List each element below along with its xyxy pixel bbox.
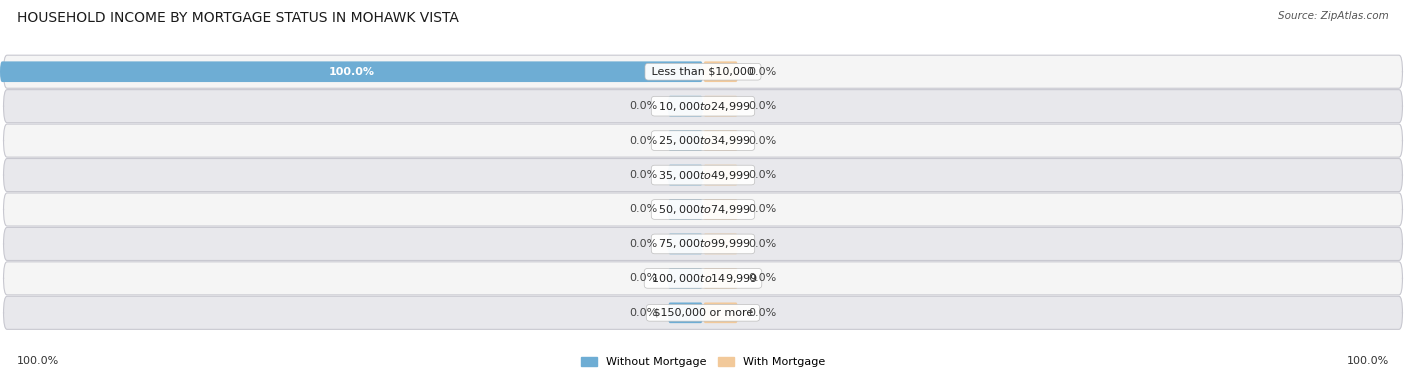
Text: 100.0%: 100.0%	[17, 356, 59, 366]
FancyBboxPatch shape	[703, 234, 738, 254]
Text: $10,000 to $24,999: $10,000 to $24,999	[655, 100, 751, 113]
FancyBboxPatch shape	[703, 268, 738, 289]
Text: $150,000 or more: $150,000 or more	[650, 308, 756, 318]
Text: 0.0%: 0.0%	[749, 308, 778, 318]
Text: 0.0%: 0.0%	[628, 136, 657, 146]
FancyBboxPatch shape	[3, 158, 1403, 192]
Text: 0.0%: 0.0%	[628, 273, 657, 284]
Text: Source: ZipAtlas.com: Source: ZipAtlas.com	[1278, 11, 1389, 21]
FancyBboxPatch shape	[3, 55, 1403, 88]
Text: 0.0%: 0.0%	[749, 67, 778, 77]
Text: 100.0%: 100.0%	[329, 67, 374, 77]
FancyBboxPatch shape	[668, 234, 703, 254]
FancyBboxPatch shape	[668, 302, 703, 323]
Text: 0.0%: 0.0%	[749, 204, 778, 215]
FancyBboxPatch shape	[3, 227, 1403, 261]
Text: Less than $10,000: Less than $10,000	[648, 67, 758, 77]
FancyBboxPatch shape	[703, 165, 738, 185]
Text: 0.0%: 0.0%	[749, 136, 778, 146]
FancyBboxPatch shape	[668, 130, 703, 151]
Text: 0.0%: 0.0%	[628, 170, 657, 180]
FancyBboxPatch shape	[668, 199, 703, 220]
Text: $35,000 to $49,999: $35,000 to $49,999	[655, 169, 751, 182]
Text: 0.0%: 0.0%	[628, 204, 657, 215]
Text: HOUSEHOLD INCOME BY MORTGAGE STATUS IN MOHAWK VISTA: HOUSEHOLD INCOME BY MORTGAGE STATUS IN M…	[17, 11, 458, 25]
FancyBboxPatch shape	[703, 199, 738, 220]
Text: 0.0%: 0.0%	[628, 308, 657, 318]
FancyBboxPatch shape	[668, 268, 703, 289]
FancyBboxPatch shape	[703, 130, 738, 151]
Text: $100,000 to $149,999: $100,000 to $149,999	[648, 272, 758, 285]
FancyBboxPatch shape	[703, 302, 738, 323]
Text: $50,000 to $74,999: $50,000 to $74,999	[655, 203, 751, 216]
Text: 0.0%: 0.0%	[749, 170, 778, 180]
Text: $75,000 to $99,999: $75,000 to $99,999	[655, 238, 751, 250]
Text: 0.0%: 0.0%	[749, 239, 778, 249]
Legend: Without Mortgage, With Mortgage: Without Mortgage, With Mortgage	[576, 352, 830, 371]
FancyBboxPatch shape	[3, 262, 1403, 295]
Text: 0.0%: 0.0%	[628, 239, 657, 249]
Text: $25,000 to $34,999: $25,000 to $34,999	[655, 134, 751, 147]
FancyBboxPatch shape	[3, 296, 1403, 329]
FancyBboxPatch shape	[3, 124, 1403, 157]
FancyBboxPatch shape	[3, 90, 1403, 123]
FancyBboxPatch shape	[668, 165, 703, 185]
Text: 0.0%: 0.0%	[749, 101, 778, 111]
FancyBboxPatch shape	[703, 96, 738, 116]
FancyBboxPatch shape	[3, 193, 1403, 226]
Text: 0.0%: 0.0%	[749, 273, 778, 284]
Text: 0.0%: 0.0%	[628, 101, 657, 111]
FancyBboxPatch shape	[703, 61, 738, 82]
FancyBboxPatch shape	[668, 96, 703, 116]
FancyBboxPatch shape	[0, 61, 703, 82]
Text: 100.0%: 100.0%	[1347, 356, 1389, 366]
